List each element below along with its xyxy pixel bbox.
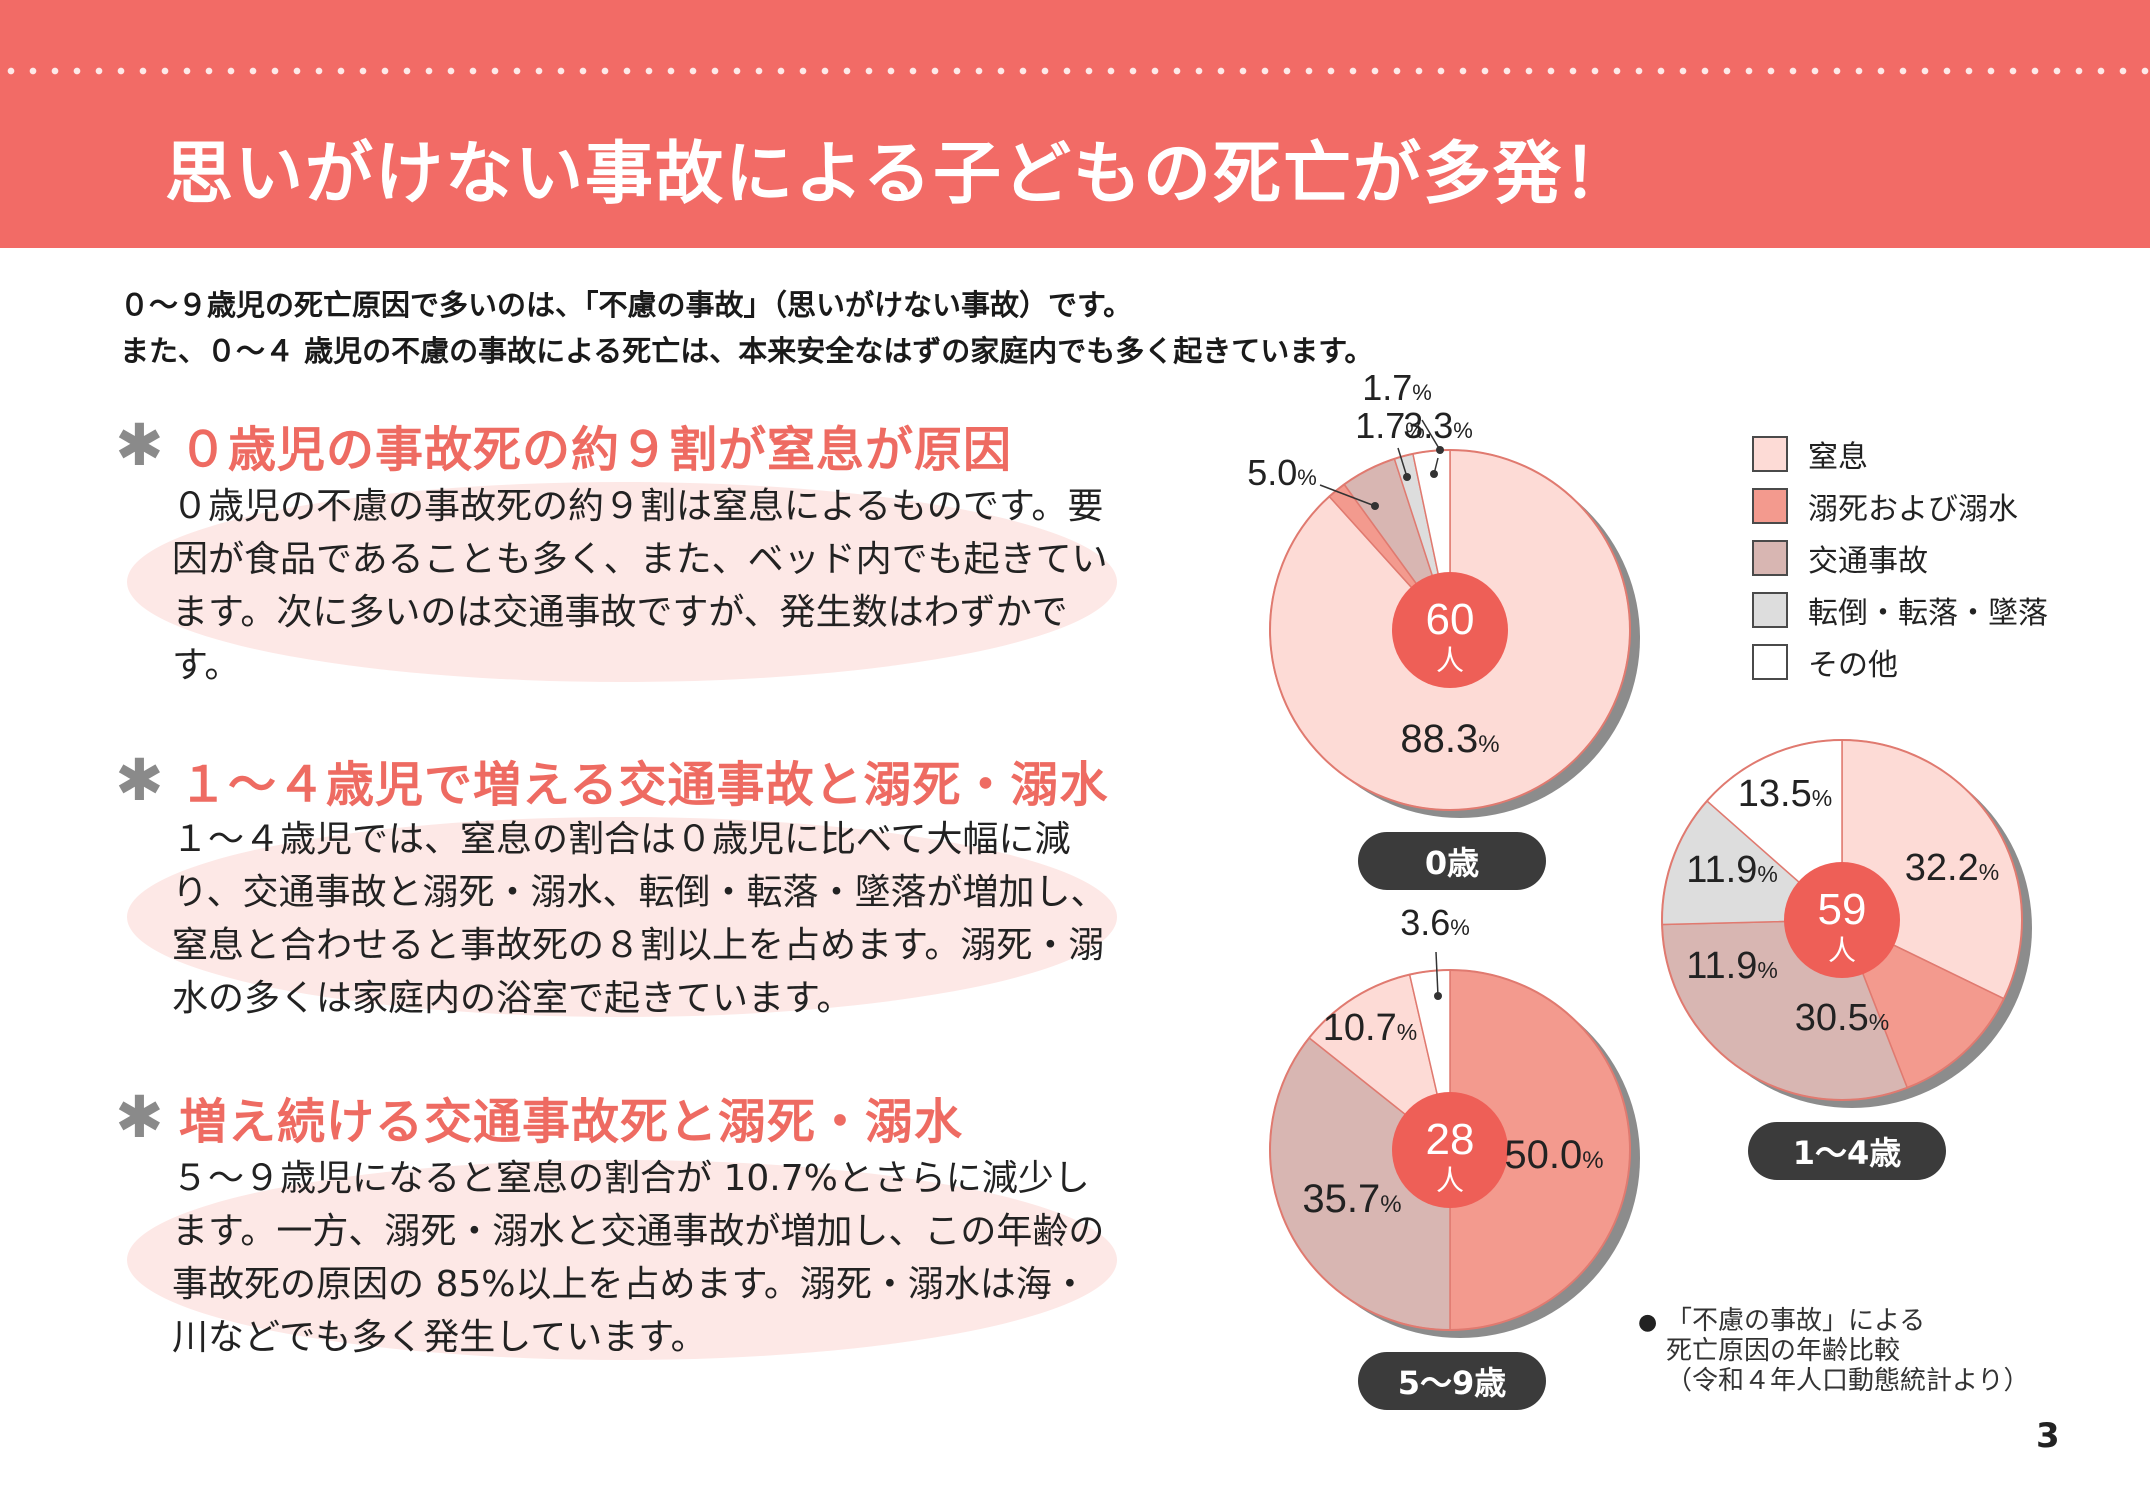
pie-value-label: 5.0% [1247,452,1317,493]
section-background [127,1160,1117,1360]
page-title: 思いがけない事故による子どもの死亡が多発！ [165,135,1633,214]
section-title: 増え続ける交通事故死と溺死・溺水 [179,1094,964,1150]
section-toddler: ✱ １～４歳児で増える交通事故と溺死・溺水 １～４歳児では、窒息の割合は０歳児に… [115,745,1125,1045]
leader-line [1397,447,1408,478]
pie-outline [1661,739,2023,1101]
bullet-icon: ● [1638,1310,1658,1335]
asterisk-icon: ✱ [115,411,164,479]
legend-label: 溺死および溺水 [1808,492,2018,527]
age-label-0: 0歳 [1358,832,1546,890]
pie-chart-age-0: 60 人 88.3% 1.7% 5.0% 1.7% 3.3% [1247,367,1650,830]
pie-value-label: 88.3% [1400,717,1499,761]
pie-value-label: 30.5% [1795,997,1889,1039]
leader-line [1421,419,1441,451]
legend-item: 溺死および溺水 [1752,480,2048,532]
pie-value-label: 1.7% [1355,405,1425,446]
pie-center-badge [1784,862,1900,978]
leader-dot [1436,446,1444,454]
section-title: ０歳児の事故死の約９割が窒息が原因 [179,422,1013,478]
page-number: 3 [2036,1416,2060,1456]
leader-dot [1430,470,1438,478]
note-line-3: （令和４年人口動態統計より） [1666,1366,2030,1396]
note-line-1: 「不慮の事故」による [1666,1306,1926,1336]
leader-dot [1403,473,1411,481]
header-band: 思いがけない事故による子どもの死亡が多発！ [0,0,2150,248]
legend-item: 転倒・転落・墜落 [1752,584,2048,636]
pie-outline [1269,449,1631,811]
pie-value-label: 11.9% [1686,945,1778,987]
pie-center-badge [1392,572,1508,688]
legend-item: その他 [1752,636,2048,688]
legend-swatch-falls [1752,592,1788,628]
legend-item: 交通事故 [1752,532,2048,584]
pie-total-unit: 人 [1828,934,1856,967]
section-body: ０歳児の不慮の事故死の約９割は窒息によるものです。要因が食品であることも多く、ま… [172,486,1108,686]
source-note: ● 「不慮の事故」による 死亡原因の年齢比較 （令和４年人口動態統計より） [1638,1306,2029,1396]
section-background [127,817,1117,1017]
pie-value-label: 32.2% [1905,847,1999,889]
pie-total-unit: 人 [1436,1164,1464,1197]
pie-chart-svg: 28人 50.0% 35.7% 10.7% 3.6% [1269,902,1640,1338]
header-dot-line [0,66,2150,76]
legend-swatch-traffic [1752,540,1788,576]
section-child: ✱ 増え続ける交通事故死と溺死・溺水 ５～９歳児になると窒息の割合が 10.7%… [115,1082,1125,1382]
pie-chart-age-1-4: 59 人 32.2% 11.9% 30.5% 11.9% 13.5% [1661,739,2032,1110]
age-label-1-4: 1～4歳 [1748,1122,1946,1180]
pie-total-unit: 人 [1436,644,1464,677]
section-heading: ✱ １～４歳児で増える交通事故と溺死・溺水 [115,745,1109,815]
note-line-2: 死亡原因の年齢比較 [1666,1336,1901,1366]
section-heading: ✱ ０歳児の事故死の約９割が窒息が原因 [115,410,1012,480]
pie-value-label: 3.3% [1403,405,1473,446]
age-label-5-9: 5～9歳 [1358,1352,1546,1410]
leader-line [1319,484,1376,507]
pie-center-badge [1392,1092,1508,1208]
pie-total-number: 59 [1818,885,1867,934]
legend-swatch-other [1752,644,1788,680]
pie-value-label: 3.6% [1400,902,1470,943]
pie-chart-age-5-9: 28 人 50.0% 35.7% 10.7% 3.6% [1269,902,1640,1340]
leader-dot [1371,502,1379,510]
pie-value-label: 50.0% [1504,1133,1603,1177]
intro-text: ０～９歳児の死亡原因で多いのは、「不慮の事故」（思いがけない事故）です。 また、… [120,282,1373,374]
pie-value-label: 35.7% [1302,1177,1401,1221]
legend-item: 窒息 [1752,428,2048,480]
asterisk-icon: ✱ [115,746,164,814]
pie-value-label: 13.5% [1738,773,1832,815]
pie-total-number: 28 [1426,1115,1475,1164]
legend-swatch-drowning [1752,488,1788,524]
section-infant: ✱ ０歳児の事故死の約９割が窒息が原因 ０歳児の不慮の事故死の約９割は窒息による… [115,410,1125,710]
intro-line-2: また、０～４ 歳児の不慮の事故による死亡は、本来安全なはずの家庭内でも多く起きて… [120,334,1374,368]
legend-label: 窒息 [1808,440,1868,475]
legend-label: 転倒・転落・墜落 [1808,596,2048,631]
legend-swatch-suffocation [1752,436,1788,472]
chart-legend: 窒息 溺死および溺水 交通事故 転倒・転落・墜落 その他 [1752,428,2048,688]
intro-line-1: ０～９歳児の死亡原因で多いのは、「不慮の事故」（思いがけない事故）です。 [120,288,1133,322]
section-background [127,482,1117,682]
section-body: ５～９歳児になると窒息の割合が 10.7%とさらに減少します。一方、溺死・溺水と… [172,1158,1105,1358]
pie-value-label: 1.7% [1362,367,1432,408]
asterisk-icon: ✱ [115,1083,164,1151]
note-lines: 「不慮の事故」による 死亡原因の年齢比較 （令和４年人口動態統計より） [1666,1306,2029,1396]
pie-outline [1269,969,1631,1331]
pie-chart-svg: 59人 32.2% 11.9% 30.5% 11.9% 13.5% [1661,739,2032,1108]
pie-value-label: 11.9% [1686,849,1778,891]
legend-label: 交通事故 [1808,544,1928,579]
pie-value-label: 10.7% [1323,1007,1417,1049]
leader-dot [1434,992,1442,1000]
pie-chart-svg: 60人 88.3% 1.7% 5.0% 1.7%3.3% [1247,367,1640,818]
legend-label: その他 [1808,648,1898,683]
section-heading: ✱ 増え続ける交通事故死と溺死・溺水 [115,1082,963,1152]
section-title: １～４歳児で増える交通事故と溺死・溺水 [179,757,1109,813]
section-body: １～４歳児では、窒息の割合は０歳児に比べて大幅に減り、交通事故と溺死・溺水、転倒… [172,819,1107,1019]
leader-line [1435,951,1439,997]
pie-total-number: 60 [1426,595,1475,644]
